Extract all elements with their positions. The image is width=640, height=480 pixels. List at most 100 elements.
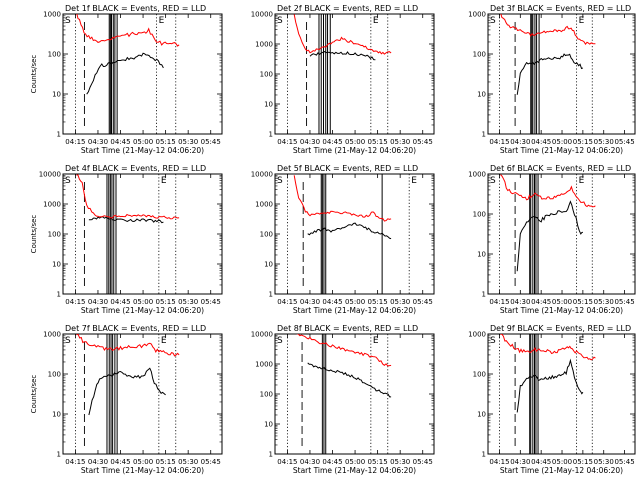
x-tick-label: 05:30 bbox=[178, 458, 198, 466]
x-tick-label: 05:45 bbox=[413, 458, 433, 466]
y-tick-label: 100 bbox=[473, 211, 486, 219]
panel-9: Det 9f BLACK = Events, RED = LLD 1 10 100 10… bbox=[468, 324, 636, 475]
x-tick-label: 04:15 bbox=[277, 298, 297, 306]
panel-3: Det 3f BLACK = Events, RED = LLD 1 10 100 10… bbox=[468, 4, 636, 155]
x-tick-label: 05:15 bbox=[368, 298, 388, 306]
series-black bbox=[309, 51, 376, 61]
x-tick-label: 05:45 bbox=[614, 458, 634, 466]
start-marker: S bbox=[277, 336, 283, 346]
x-axis-label: Start Time (21-May-12 04:06:20) bbox=[293, 146, 416, 155]
series-red bbox=[296, 334, 392, 367]
series-black bbox=[88, 216, 164, 224]
y-tick-label: 1 bbox=[269, 451, 273, 459]
x-tick-label: 05:00 bbox=[345, 298, 365, 306]
x-tick-label: 04:45 bbox=[110, 458, 130, 466]
panel-title: Det 9f BLACK = Events, RED = LLD bbox=[490, 324, 631, 333]
y-tick-label: 1000 bbox=[255, 361, 273, 369]
y-tick-label: 100 bbox=[48, 371, 61, 379]
y-tick-label: 10000 bbox=[39, 171, 61, 179]
y-tick-label: 10 bbox=[264, 421, 273, 429]
x-tick-label: 05:15 bbox=[156, 298, 176, 306]
plot-frame bbox=[487, 13, 636, 135]
y-tick-label: 1000 bbox=[468, 331, 486, 339]
x-tick-label: 04:30 bbox=[300, 138, 320, 146]
x-tick-label: 05:00 bbox=[552, 138, 572, 146]
y-tick-label: 1000 bbox=[255, 41, 273, 49]
plot-frame bbox=[62, 333, 223, 455]
y-tick-label: 1000 bbox=[255, 201, 273, 209]
x-tick-label: 05:15 bbox=[156, 138, 176, 146]
plot-frame bbox=[274, 173, 435, 295]
x-tick-label: 05:45 bbox=[201, 298, 221, 306]
y-tick-label: 10 bbox=[264, 261, 273, 269]
x-tick-label: 05:30 bbox=[178, 138, 198, 146]
x-tick-label: 05:30 bbox=[178, 298, 198, 306]
y-axis-label: Counts/sec bbox=[30, 55, 38, 94]
x-tick-label: 04:45 bbox=[322, 138, 342, 146]
x-tick-label: 04:15 bbox=[277, 138, 297, 146]
x-tick-label: 04:15 bbox=[65, 298, 85, 306]
panel-5: Det 5f BLACK = Events, RED = LLD 1 10 100 10… bbox=[251, 164, 435, 315]
start-marker: S bbox=[65, 16, 71, 26]
x-tick-label: 05:45 bbox=[614, 138, 634, 146]
series-red bbox=[500, 174, 596, 208]
y-tick-label: 1 bbox=[269, 131, 273, 139]
y-tick-label: 1000 bbox=[468, 171, 486, 179]
y-tick-label: 1 bbox=[57, 291, 61, 299]
x-tick-label: 04:30 bbox=[510, 458, 530, 466]
x-tick-label: 04:30 bbox=[300, 298, 320, 306]
x-axis-label: Start Time (21-May-12 04:06:20) bbox=[500, 306, 623, 315]
y-tick-label: 10 bbox=[477, 251, 486, 259]
plot-frame bbox=[487, 173, 636, 295]
x-axis-label: Start Time (21-May-12 04:06:20) bbox=[500, 466, 623, 475]
series-black bbox=[516, 358, 584, 413]
end-marker: E bbox=[159, 16, 165, 26]
x-tick-label: 04:45 bbox=[110, 298, 130, 306]
panel-title: Det 7f BLACK = Events, RED = LLD bbox=[65, 324, 206, 333]
y-tick-label: 10 bbox=[264, 101, 273, 109]
x-tick-label: 04:15 bbox=[489, 138, 509, 146]
x-tick-label: 05:00 bbox=[133, 298, 153, 306]
x-tick-label: 04:15 bbox=[489, 458, 509, 466]
panel-title: Det 2f BLACK = Events, RED = LLD bbox=[277, 4, 418, 13]
series-black bbox=[307, 222, 392, 240]
y-tick-label: 100 bbox=[48, 231, 61, 239]
series-black bbox=[516, 53, 584, 95]
series-red bbox=[76, 334, 180, 357]
x-tick-label: 05:30 bbox=[390, 458, 410, 466]
panel-6: Det 6f BLACK = Events, RED = LLD 1 10 100 10… bbox=[468, 164, 636, 315]
panel-7: Det 7f BLACK = Events, RED = LLD 1 10 100 10… bbox=[30, 324, 223, 475]
x-tick-label: 05:00 bbox=[345, 458, 365, 466]
y-tick-label: 1 bbox=[57, 131, 61, 139]
x-tick-label: 05:15 bbox=[368, 138, 388, 146]
x-axis-label: Start Time (21-May-12 04:06:20) bbox=[293, 466, 416, 475]
y-tick-label: 1 bbox=[57, 451, 61, 459]
y-tick-label: 1 bbox=[482, 131, 486, 139]
y-tick-label: 10 bbox=[52, 91, 61, 99]
x-tick-label: 04:15 bbox=[277, 458, 297, 466]
y-tick-label: 10 bbox=[52, 411, 61, 419]
plot-frame bbox=[487, 333, 636, 455]
x-tick-label: 05:30 bbox=[594, 298, 614, 306]
x-tick-label: 05:30 bbox=[594, 138, 614, 146]
end-marker: E bbox=[161, 176, 167, 186]
start-marker: S bbox=[490, 176, 496, 186]
x-tick-label: 05:00 bbox=[552, 298, 572, 306]
panel-4: Det 4f BLACK = Events, RED = LLD 1 10 100 10… bbox=[30, 164, 223, 315]
start-marker: S bbox=[490, 16, 496, 26]
x-tick-label: 05:00 bbox=[345, 138, 365, 146]
x-tick-label: 05:45 bbox=[201, 138, 221, 146]
y-tick-label: 1000 bbox=[43, 11, 61, 19]
plot-frame bbox=[62, 13, 223, 135]
x-tick-label: 05:00 bbox=[133, 138, 153, 146]
x-tick-label: 05:00 bbox=[552, 458, 572, 466]
x-tick-label: 04:45 bbox=[531, 298, 551, 306]
x-tick-label: 05:30 bbox=[594, 458, 614, 466]
x-tick-label: 05:45 bbox=[201, 458, 221, 466]
x-tick-label: 05:15 bbox=[368, 458, 388, 466]
x-tick-label: 04:30 bbox=[510, 298, 530, 306]
y-axis-label: Counts/sec bbox=[30, 215, 38, 254]
y-tick-label: 10000 bbox=[251, 331, 273, 339]
x-tick-label: 05:45 bbox=[614, 298, 634, 306]
